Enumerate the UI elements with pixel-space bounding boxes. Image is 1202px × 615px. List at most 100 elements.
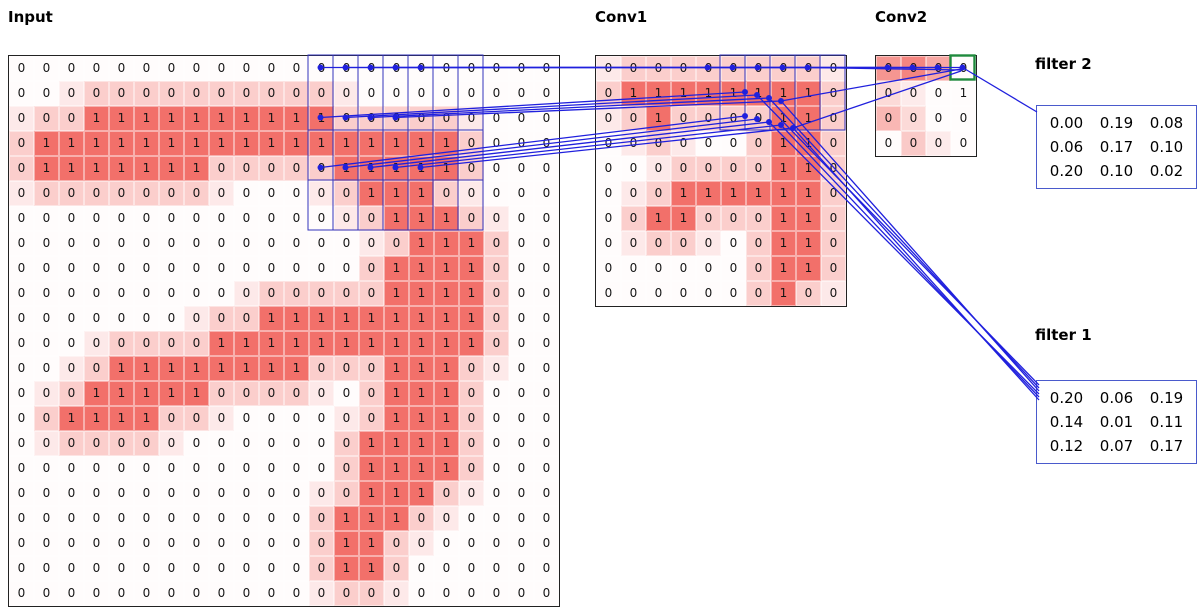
input-cell: 0: [509, 431, 534, 456]
filter2-value: 0.10: [1149, 138, 1184, 156]
input-cell: 0: [384, 231, 409, 256]
input-cell: 1: [159, 131, 184, 156]
input-cell: 0: [534, 406, 559, 431]
input-cell: 0: [259, 556, 284, 581]
input-cell: 0: [184, 306, 209, 331]
conv1-cell: 1: [771, 81, 796, 106]
input-cell: 1: [359, 431, 384, 456]
input-cell: 0: [484, 306, 509, 331]
input-cell: 0: [59, 281, 84, 306]
input-cell: 0: [9, 81, 34, 106]
input-cell: 0: [34, 106, 59, 131]
input-cell: 0: [209, 556, 234, 581]
input-cell: 0: [9, 106, 34, 131]
conv1-cell: 0: [596, 81, 621, 106]
input-cell: 0: [59, 231, 84, 256]
conv1-cell: 1: [746, 81, 771, 106]
input-cell: 0: [284, 581, 309, 606]
input-cell: 0: [209, 581, 234, 606]
conv1-cell: 0: [596, 156, 621, 181]
input-cell: 0: [484, 456, 509, 481]
input-cell: 0: [334, 406, 359, 431]
conv1-cell: 0: [671, 256, 696, 281]
conv1-cell: 0: [671, 231, 696, 256]
input-cell: 1: [434, 356, 459, 381]
input-cell: 0: [9, 356, 34, 381]
input-cell: 1: [434, 381, 459, 406]
input-cell: 0: [484, 231, 509, 256]
input-cell: 0: [409, 56, 434, 81]
input-cell: 1: [359, 506, 384, 531]
input-cell: 0: [509, 356, 534, 381]
input-cell: 0: [509, 106, 534, 131]
input-cell: 0: [284, 456, 309, 481]
input-cell: 0: [84, 356, 109, 381]
input-cell: 0: [309, 406, 334, 431]
conv1-cell: 1: [771, 256, 796, 281]
input-cell: 0: [34, 231, 59, 256]
input-cell: 1: [209, 131, 234, 156]
input-cell: 1: [134, 356, 159, 381]
input-cell: 0: [284, 281, 309, 306]
input-cell: 0: [134, 206, 159, 231]
input-cell: 1: [109, 356, 134, 381]
conv1-cell: 0: [796, 56, 821, 81]
input-cell: 0: [59, 106, 84, 131]
input-cell: 0: [309, 456, 334, 481]
conv1-cell: 0: [746, 256, 771, 281]
input-cell: 0: [284, 56, 309, 81]
input-cell: 0: [459, 356, 484, 381]
input-cell: 0: [159, 481, 184, 506]
input-cell: 0: [209, 206, 234, 231]
conv1-cell: 0: [646, 131, 671, 156]
input-cell: 0: [109, 481, 134, 506]
input-cell: 0: [84, 256, 109, 281]
conv1-cell: 0: [671, 131, 696, 156]
input-cell: 1: [234, 131, 259, 156]
input-cell: 0: [34, 506, 59, 531]
input-cell: 0: [209, 431, 234, 456]
input-cell: 0: [234, 81, 259, 106]
filter2-row: 0.20 0.10 0.02: [1037, 159, 1196, 183]
input-cell: 1: [384, 456, 409, 481]
input-cell: 0: [34, 456, 59, 481]
input-cell: 1: [359, 306, 384, 331]
input-cell: 0: [434, 481, 459, 506]
input-cell: 0: [284, 381, 309, 406]
input-cell: 0: [109, 56, 134, 81]
input-cell: 0: [259, 506, 284, 531]
input-cell: 1: [159, 356, 184, 381]
input-cell: 0: [84, 506, 109, 531]
conv1-cell: 1: [796, 106, 821, 131]
input-cell: 0: [9, 331, 34, 356]
conv2-cell: 0: [876, 106, 901, 131]
input-cell: 0: [234, 481, 259, 506]
input-cell: 0: [309, 281, 334, 306]
input-cell: 1: [459, 306, 484, 331]
input-cell: 1: [434, 456, 459, 481]
input-cell: 1: [209, 106, 234, 131]
input-cell: 1: [209, 331, 234, 356]
input-cell: 1: [59, 131, 84, 156]
input-cell: 1: [134, 131, 159, 156]
input-cell: 1: [134, 156, 159, 181]
input-cell: 0: [309, 206, 334, 231]
conv1-cell: 0: [596, 256, 621, 281]
input-cell: 0: [334, 231, 359, 256]
input-cell: 0: [234, 456, 259, 481]
filter2-label: filter 2: [1035, 55, 1092, 73]
input-cell: 0: [434, 56, 459, 81]
conv1-cell: 0: [696, 131, 721, 156]
input-cell: 1: [334, 156, 359, 181]
input-cell: 0: [234, 306, 259, 331]
input-cell: 0: [534, 106, 559, 131]
input-cell: 0: [334, 381, 359, 406]
input-cell: 0: [284, 481, 309, 506]
input-cell: 0: [84, 481, 109, 506]
input-cell: 1: [384, 206, 409, 231]
input-cell: 0: [9, 181, 34, 206]
input-cell: 0: [284, 181, 309, 206]
input-cell: 0: [309, 156, 334, 181]
input-cell: 0: [234, 531, 259, 556]
conv1-cell: 1: [771, 181, 796, 206]
